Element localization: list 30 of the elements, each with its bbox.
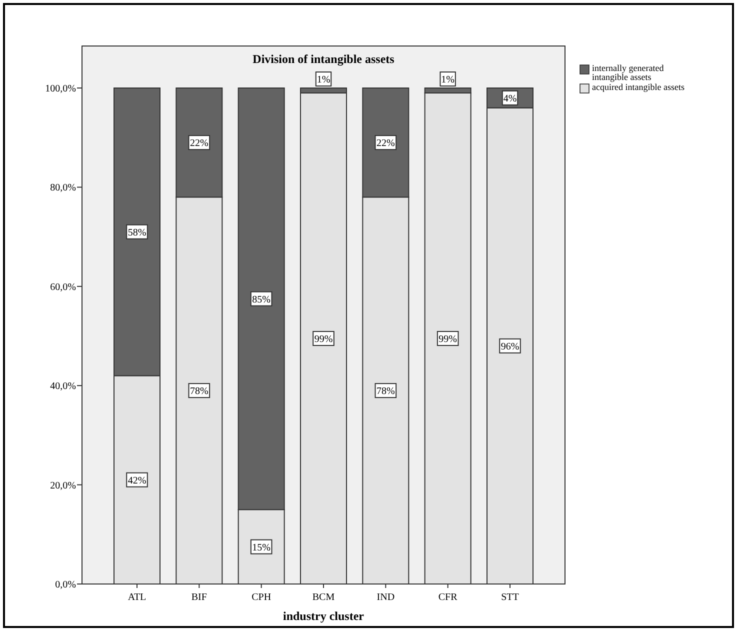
x-tick-label: STT	[501, 592, 519, 603]
x-tick-label: BIF	[191, 592, 208, 603]
data-label: 58%	[128, 227, 146, 238]
data-label: 22%	[190, 138, 208, 150]
data-label: 1%	[441, 74, 455, 86]
y-tick-label: 100,0%	[45, 84, 76, 94]
x-tick-label: BCM	[312, 592, 335, 603]
data-label: 78%	[190, 386, 208, 398]
y-tick-label: 80,0%	[50, 182, 76, 194]
chart-title: Division of intangible assets	[252, 52, 395, 66]
x-tick-label: CPH	[252, 592, 272, 603]
y-tick-label: 40,0%	[50, 381, 76, 392]
data-label: 99%	[438, 334, 458, 345]
x-tick-label: CFR	[438, 592, 458, 603]
data-label: 22%	[376, 138, 395, 150]
legend-label: acquired intangible assets	[592, 82, 685, 92]
data-label: 4%	[503, 93, 517, 104]
data-label: 15%	[252, 542, 271, 554]
data-label: 99%	[314, 334, 333, 345]
y-tick-label: 20,0%	[50, 480, 76, 492]
data-label: 96%	[500, 341, 520, 352]
data-label: 42%	[128, 475, 146, 486]
x-tick-label: IND	[376, 592, 395, 603]
data-label: 1%	[316, 74, 330, 86]
x-tick-label: ATL	[128, 592, 146, 603]
y-tick-label: 0,0%	[55, 580, 76, 590]
y-tick-label: 60,0%	[50, 282, 76, 293]
data-label: 85%	[252, 294, 271, 306]
x-axis-title: industry cluster	[283, 609, 365, 623]
data-label: 78%	[376, 386, 395, 398]
